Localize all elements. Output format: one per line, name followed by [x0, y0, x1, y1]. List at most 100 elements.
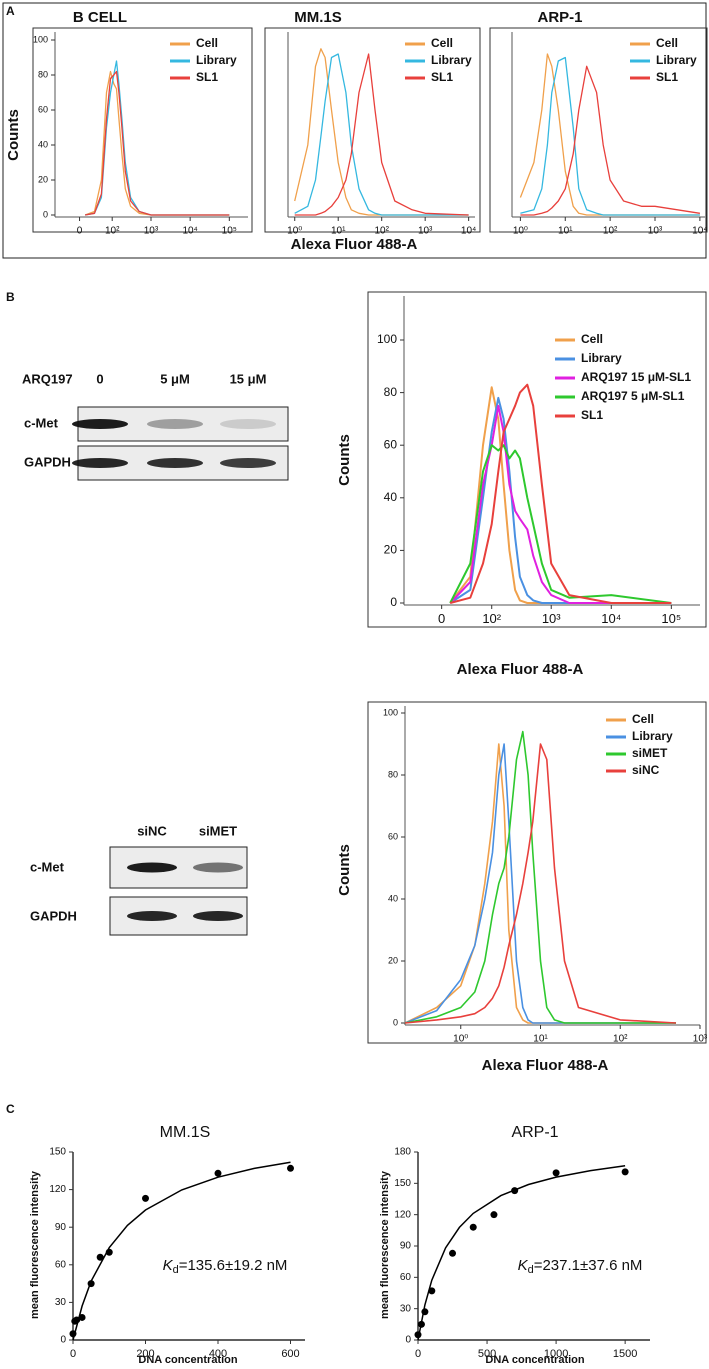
- x-tick-label: 10³: [418, 225, 433, 236]
- histogram-line: [449, 396, 672, 604]
- y-tick-label: 0: [405, 1335, 411, 1346]
- legend-label: Library: [581, 351, 622, 365]
- y-tick-label: 80: [38, 69, 48, 79]
- blot-row: c-Met: [24, 415, 59, 430]
- legend-label: Cell: [196, 36, 218, 50]
- x-tick-label: 10⁰: [453, 1033, 468, 1044]
- kd-value: =135.6±19.2 nM: [179, 1257, 288, 1274]
- x-tick-label: 10⁴: [461, 225, 476, 236]
- histogram-line: [449, 404, 672, 604]
- histogram-line: [84, 70, 230, 216]
- plot-frame: [367, 701, 707, 1044]
- y-tick-label: 60: [38, 104, 48, 114]
- y-tick-label: 80: [388, 769, 398, 779]
- legend-label: ARQ197 15 μM-SL1: [581, 370, 691, 384]
- x-tick-label: 10²: [482, 611, 501, 626]
- x-tick-label: 10¹: [331, 225, 346, 236]
- blot-row: GAPDH: [30, 908, 77, 923]
- chart-title: MM.1S: [160, 1124, 211, 1141]
- blot-lane: siMET: [199, 823, 237, 838]
- data-point: [469, 1223, 477, 1231]
- x-tick-label: 10¹: [533, 1033, 548, 1044]
- y-axis-title: mean fluorescence intensity: [379, 1170, 391, 1319]
- legend-label: Library: [656, 53, 697, 67]
- y-tick-label: 120: [49, 1184, 66, 1195]
- legend-label: siMET: [632, 746, 668, 760]
- legend-label: Cell: [656, 36, 678, 50]
- histogram-line: [520, 65, 701, 216]
- histogram-line: [404, 743, 676, 1024]
- x-tick-label: 10⁴: [601, 611, 621, 626]
- y-tick-label: 60: [55, 1259, 67, 1270]
- x-tick-label: 10³: [542, 611, 561, 626]
- blot-band: [193, 862, 243, 873]
- panel-label: C: [6, 1102, 15, 1116]
- chart-title: B CELL: [73, 9, 127, 26]
- x-tick-label: 1000: [544, 1348, 568, 1360]
- chart-title: MM.1S: [294, 9, 342, 26]
- x-tick-label: 10²: [613, 1033, 628, 1044]
- blot-lane: 15 μM: [230, 371, 267, 386]
- plot-frame: [264, 27, 481, 233]
- blot-band: [193, 911, 243, 921]
- blot-row: GAPDH: [24, 454, 71, 469]
- y-tick-label: 90: [400, 1241, 412, 1252]
- data-point: [621, 1168, 629, 1176]
- kd-subscript: d: [528, 1264, 534, 1276]
- y-tick-label: 100: [33, 34, 48, 44]
- y-tick-label: 20: [384, 543, 398, 557]
- legend-label: Library: [196, 53, 237, 67]
- x-tick-label: 10⁵: [661, 611, 681, 626]
- data-point: [449, 1249, 457, 1257]
- legend-label: Cell: [581, 332, 603, 346]
- histogram-line: [404, 743, 676, 1024]
- x-tick-label: 10²: [603, 225, 618, 236]
- panel-label: A: [6, 4, 15, 18]
- kd-symbol: K: [163, 1257, 174, 1274]
- histogram-line: [404, 743, 677, 1024]
- data-point: [490, 1211, 498, 1219]
- x-axis-title: DNA concentration: [138, 1354, 237, 1366]
- x-tick-label: 1500: [613, 1348, 637, 1360]
- y-tick-label: 150: [394, 1178, 411, 1189]
- blot-band: [127, 862, 177, 873]
- x-tick-label: 10³: [693, 1033, 708, 1044]
- legend-label: ARQ197 5 μM-SL1: [581, 389, 685, 403]
- legend-label: Cell: [431, 36, 453, 50]
- fit-curve: [72, 1161, 291, 1341]
- histogram-line: [449, 444, 672, 604]
- legend-label: SL1: [656, 70, 678, 84]
- y-tick-label: 0: [390, 595, 397, 609]
- x-tick-label: 0: [415, 1348, 421, 1360]
- kd-annotation: Kd=135.6±19.2 nM: [163, 1257, 288, 1276]
- data-point: [417, 1320, 425, 1328]
- x-tick-label: 0: [77, 225, 83, 236]
- kd-value: =237.1±37.6 nM: [534, 1257, 643, 1274]
- data-point: [428, 1287, 436, 1295]
- legend-label: SL1: [196, 70, 218, 84]
- data-point: [421, 1308, 429, 1316]
- y-tick-label: 30: [55, 1297, 67, 1308]
- y-tick-label: 100: [377, 332, 397, 346]
- blot-band: [220, 458, 276, 468]
- kd-symbol: K: [518, 1257, 529, 1274]
- x-tick-label: 10³: [144, 225, 159, 236]
- x-tick-label: 10⁴: [182, 225, 197, 236]
- blot-band: [147, 419, 203, 429]
- y-tick-label: 120: [394, 1209, 411, 1220]
- x-tick-label: 200: [136, 1348, 154, 1360]
- x-tick-label: 10⁵: [222, 225, 237, 236]
- data-point: [214, 1169, 222, 1177]
- chart-title: ARP-1: [511, 1124, 558, 1141]
- blot-treatment: ARQ197: [22, 371, 73, 386]
- legend-label: Cell: [632, 712, 654, 726]
- y-tick-label: 40: [384, 490, 398, 504]
- data-point: [78, 1313, 86, 1321]
- y-tick-label: 0: [43, 209, 48, 219]
- plot-frame: [32, 27, 253, 233]
- data-point: [87, 1280, 95, 1288]
- x-tick-label: 600: [281, 1348, 299, 1360]
- y-tick-label: 180: [394, 1147, 411, 1158]
- histogram-line: [520, 56, 700, 216]
